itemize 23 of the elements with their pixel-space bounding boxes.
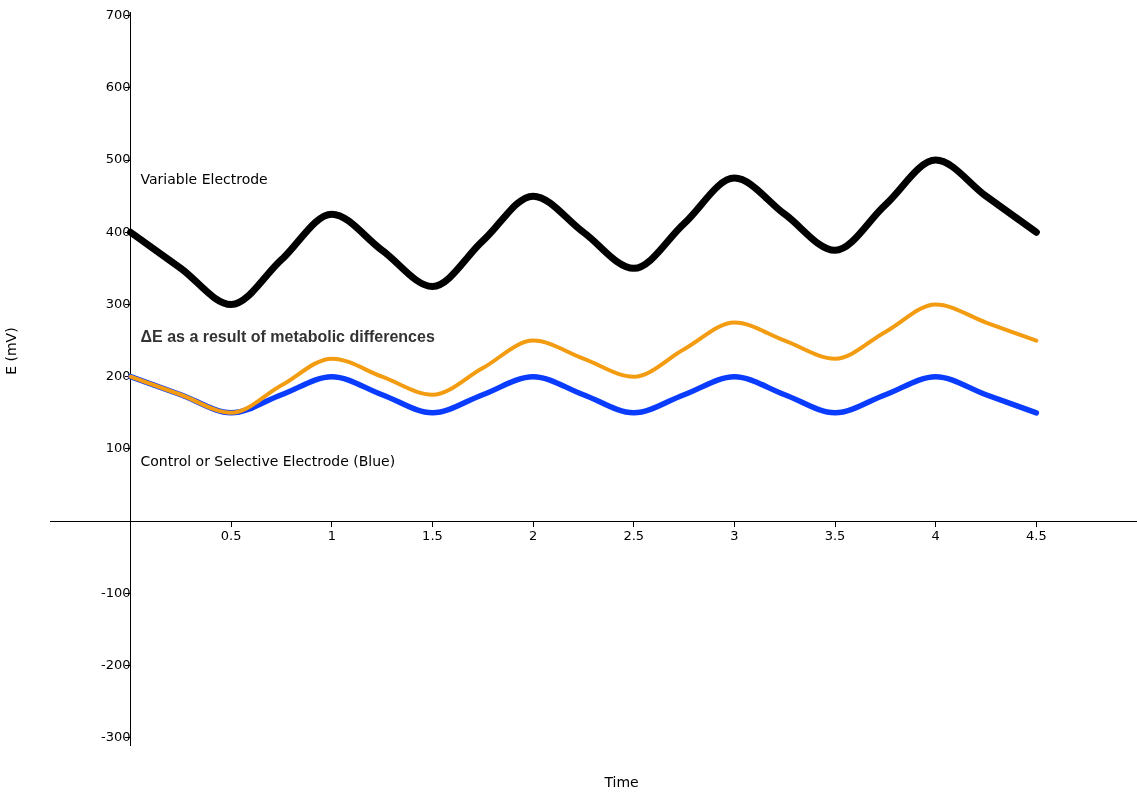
- x-tick-label: 3: [730, 528, 739, 544]
- line-series: [128, 302, 1039, 415]
- x-tick-label: 0.5: [220, 528, 242, 544]
- x-tick-label: 1: [327, 528, 336, 544]
- x-tick-label: 2.5: [623, 528, 645, 544]
- y-tick-label: -300: [101, 729, 131, 745]
- x-axis-title: Time: [603, 773, 639, 790]
- annotation: Control or Selective Electrode (Blue): [140, 452, 396, 469]
- y-tick-label: 700: [105, 6, 131, 22]
- y-tick-label: -200: [101, 656, 131, 672]
- y-tick-label: -100: [101, 584, 131, 600]
- y-tick-label: 300: [105, 295, 131, 311]
- x-tick-label: 1.5: [422, 528, 443, 544]
- y-axis-title: E (mV): [2, 327, 19, 375]
- x-tick-label: 3.5: [824, 528, 846, 544]
- x-tick-label: 4: [931, 528, 940, 544]
- y-tick-label: 500: [105, 151, 131, 167]
- annotation: ΔE as a result of metabolic differences: [140, 328, 435, 346]
- x-tick-label: 2: [528, 528, 538, 544]
- y-tick-label: 100: [105, 440, 131, 456]
- annotation: Variable Electrode: [140, 170, 268, 187]
- y-tick-label: 600: [105, 79, 131, 95]
- x-tick-label: 4.5: [1026, 528, 1047, 544]
